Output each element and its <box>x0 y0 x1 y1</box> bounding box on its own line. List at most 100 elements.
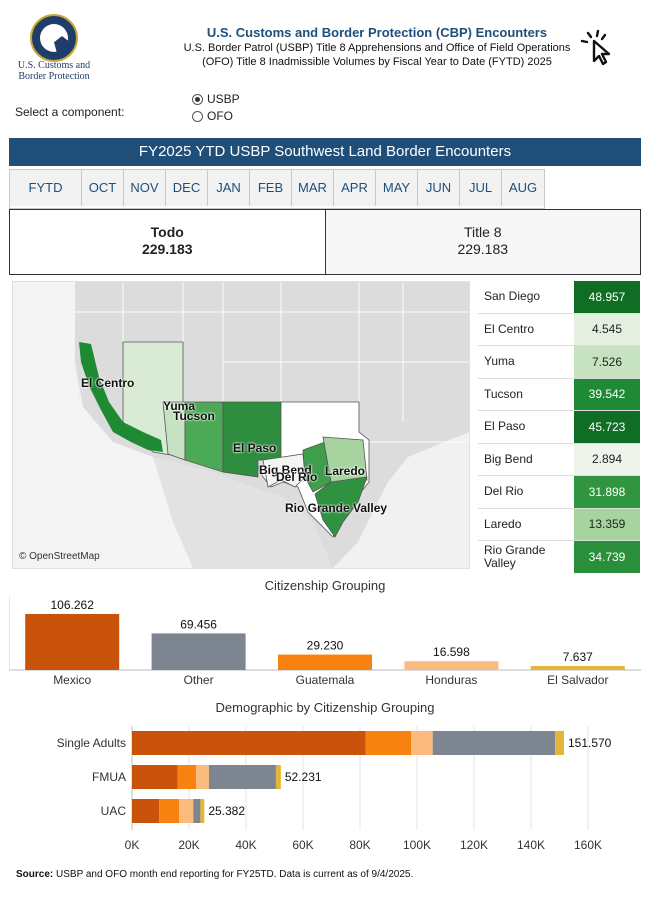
map-canvas <box>13 282 469 568</box>
x-tick-label: 0K <box>125 838 140 852</box>
citizenship-bar[interactable] <box>151 633 246 670</box>
sector-value: 7.526 <box>574 346 640 378</box>
demographic-bar-segment[interactable] <box>275 765 281 789</box>
total-title8-cell[interactable]: Title 8 229.183 <box>325 210 640 274</box>
x-tick-label: 40K <box>235 838 256 852</box>
demographic-bar-segment[interactable] <box>132 799 160 823</box>
citizenship-bar[interactable] <box>404 661 499 670</box>
sector-value: 4.545 <box>574 313 640 345</box>
map-label-laredo: Laredo <box>325 464 366 478</box>
radio-usbp-indicator[interactable] <box>192 93 203 105</box>
demographic-bar-segment[interactable] <box>411 731 433 755</box>
x-tick-label: 140K <box>517 838 545 852</box>
demographic-bar-segment[interactable] <box>208 765 276 789</box>
sector-table: San Diego 48.957 El Centro 4.545 Yuma 7.526… <box>478 281 640 573</box>
radio-ofo-label: OFO <box>207 109 233 123</box>
map-attribution[interactable]: © OpenStreetMap <box>19 551 100 562</box>
page-title: U.S. Customs and Border Protection (CBP)… <box>206 25 548 40</box>
sector-row[interactable]: El Paso 45.723 <box>478 411 640 444</box>
demographic-bar-segment[interactable] <box>365 731 412 755</box>
citizenship-bar-value: 16.598 <box>433 645 470 659</box>
demographic-total-label: 52.231 <box>285 770 322 784</box>
total-all-label: Todo <box>150 224 184 240</box>
demographic-bar-segment[interactable] <box>200 799 205 823</box>
sector-row[interactable]: Big Bend 2.894 <box>478 443 640 476</box>
tab-oct[interactable]: OCT <box>82 170 124 206</box>
logo-text: U.S. Customs and Border Protection <box>17 60 91 82</box>
tab-fytd[interactable]: FYTD <box>10 170 82 206</box>
sector-value: 2.894 <box>574 443 640 475</box>
tab-mar[interactable]: MAR <box>292 170 334 206</box>
tab-jan[interactable]: JAN <box>208 170 250 206</box>
tab-dec[interactable]: DEC <box>166 170 208 206</box>
sector-row[interactable]: Yuma 7.526 <box>478 346 640 379</box>
map-label-el-paso: El Paso <box>233 441 277 455</box>
sector-value: 39.542 <box>574 378 640 410</box>
sector-row[interactable]: Laredo 13.359 <box>478 508 640 541</box>
map-label-yuma: Yuma <box>163 399 196 413</box>
sector-row[interactable]: Rio Grande Valley 34.739 <box>478 541 640 573</box>
totals-panel: Todo 229.183 Title 8 229.183 <box>9 209 641 275</box>
citizenship-category-label: Guatemala <box>296 673 355 687</box>
sector-value: 34.739 <box>574 541 640 573</box>
sector-row[interactable]: San Diego 48.957 <box>478 281 640 314</box>
demographic-bar-segment[interactable] <box>179 799 194 823</box>
demographic-total-label: 25.382 <box>208 804 245 818</box>
sector-value: 45.723 <box>574 411 640 443</box>
x-tick-label: 160K <box>574 838 602 852</box>
sector-row[interactable]: Del Rio 31.898 <box>478 476 640 509</box>
sector-row[interactable]: El Centro 4.545 <box>478 313 640 346</box>
citizenship-bar[interactable] <box>25 613 120 670</box>
tab-jul[interactable]: JUL <box>460 170 502 206</box>
map-label-rio-grande-valley: Rio Grande Valley <box>285 501 388 515</box>
subtitle-line-2: (OFO) Title 8 Inadmissible Volumes by Fi… <box>202 56 552 68</box>
citizenship-bar-value: 69.456 <box>180 617 217 631</box>
sector-row[interactable]: Tucson 39.542 <box>478 378 640 411</box>
tab-nov[interactable]: NOV <box>124 170 166 206</box>
total-title8-label: Title 8 <box>463 224 502 240</box>
tab-apr[interactable]: APR <box>334 170 376 206</box>
map-label-big-bend: Big Bend <box>259 463 312 477</box>
demographic-category-label: FMUA <box>92 770 126 784</box>
citizenship-category-label: El Salvador <box>547 673 608 687</box>
demographic-bar-segment[interactable] <box>432 731 556 755</box>
map-label-del-rio: Del Rio <box>276 470 318 484</box>
sector-name: El Centro <box>484 321 535 336</box>
demographic-total-label: 151.570 <box>568 736 612 750</box>
source-note: Source: USBP and OFO month end reporting… <box>16 869 413 880</box>
citizenship-category-label: Other <box>184 673 214 687</box>
citizenship-bar-value: 29.230 <box>307 639 344 653</box>
month-tabs: FYTD OCT NOV DEC JAN FEB MAR APR MAY JUN… <box>9 169 545 209</box>
tab-jun[interactable]: JUN <box>418 170 460 206</box>
demographic-bar-segment[interactable] <box>132 731 366 755</box>
citizenship-bar[interactable] <box>278 654 372 670</box>
citizenship-bar-value: 7.637 <box>563 650 593 664</box>
demographic-bar-segment[interactable] <box>177 765 197 789</box>
sector-name: San Diego <box>484 289 541 304</box>
citizenship-bar[interactable] <box>530 665 625 670</box>
tab-may[interactable]: MAY <box>376 170 418 206</box>
sector-map[interactable]: El Centro Yuma Tucson El Paso Big Bend D… <box>12 281 470 569</box>
x-tick-label: 20K <box>178 838 199 852</box>
demographic-bar-segment[interactable] <box>196 765 209 789</box>
tab-feb[interactable]: FEB <box>250 170 292 206</box>
map-label-tucson: Tucson <box>173 409 215 423</box>
total-title8-value: 229.183 <box>457 241 509 257</box>
demographic-bar-segment[interactable] <box>193 799 201 823</box>
citizenship-chart-title: Citizenship Grouping <box>264 578 386 593</box>
click-cursor-icon <box>580 29 611 66</box>
radio-usbp[interactable]: USBP <box>192 92 240 106</box>
tab-aug[interactable]: AUG <box>502 170 544 206</box>
demographic-bar-segment[interactable] <box>159 799 180 823</box>
radio-ofo[interactable]: OFO <box>192 109 233 123</box>
total-all-cell[interactable]: Todo 229.183 <box>10 210 326 274</box>
demographic-bar-segment[interactable] <box>132 765 178 789</box>
demographic-bar-segment[interactable] <box>555 731 564 755</box>
sector-value: 48.957 <box>574 281 640 313</box>
radio-ofo-indicator[interactable] <box>192 110 203 122</box>
demographic-category-label: UAC <box>101 804 127 818</box>
x-tick-label: 60K <box>292 838 313 852</box>
x-tick-label: 100K <box>403 838 431 852</box>
sector-value: 13.359 <box>574 508 640 540</box>
demographic-chart: 0K 20K 40K 60K 80K 100K 120K 140K 160K Single Adu… <box>57 726 612 852</box>
